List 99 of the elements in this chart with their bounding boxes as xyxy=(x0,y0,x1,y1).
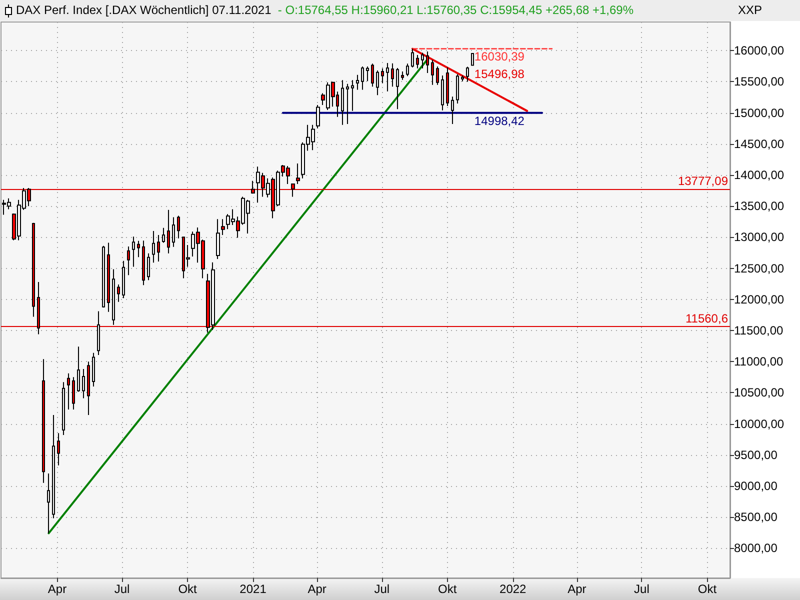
x-tick-label: Jul xyxy=(114,582,130,596)
candlestick xyxy=(456,74,459,104)
candlestick xyxy=(461,74,464,82)
candlestick xyxy=(426,51,429,74)
candlestick xyxy=(406,63,409,77)
y-tick-label: 11500,00 xyxy=(734,323,784,338)
candlestick xyxy=(356,74,359,90)
candlestick xyxy=(62,382,65,436)
candlestick xyxy=(396,68,399,110)
candlestick xyxy=(251,180,255,194)
candlestick xyxy=(351,80,354,112)
y-tick-label: 10000,00 xyxy=(734,416,784,431)
candlestick xyxy=(441,74,444,111)
candlestick xyxy=(172,216,175,248)
y-tick-label: 11000,00 xyxy=(734,354,784,369)
y-axis-title: XXP xyxy=(738,3,762,17)
candlestick xyxy=(416,54,419,69)
x-tick-label: 2021 xyxy=(240,582,267,596)
candlestick xyxy=(376,70,379,96)
x-tick-label: 2022 xyxy=(500,582,527,596)
candlestick xyxy=(316,104,320,129)
candlestick xyxy=(102,245,105,308)
x-tick-label: Apr xyxy=(308,582,326,596)
candlestick xyxy=(57,432,60,466)
candlestick xyxy=(32,222,35,318)
y-tick-label: 8000,00 xyxy=(734,541,778,556)
y-tick-label: 8500,00 xyxy=(734,510,778,524)
candlestick xyxy=(47,473,50,534)
y-tick-label: 12000,00 xyxy=(734,292,784,306)
candlestick xyxy=(82,368,85,399)
candlestick xyxy=(77,346,80,392)
x-tick-label: Okt xyxy=(438,582,458,596)
candlestick xyxy=(371,63,374,88)
y-tick-label: 9000,00 xyxy=(734,478,778,493)
candlestick xyxy=(216,218,220,260)
ref-line-label: 11560,6 xyxy=(686,312,728,326)
x-tick-label: Okt xyxy=(698,582,718,596)
candlestick xyxy=(97,310,100,356)
candlestick xyxy=(122,260,125,299)
candlestick xyxy=(411,48,414,68)
candlestick xyxy=(52,414,55,519)
candlestick xyxy=(451,96,454,124)
y-tick-label: 15000,00 xyxy=(734,106,784,120)
candlestick xyxy=(346,83,349,124)
candlestick xyxy=(421,52,424,69)
candlestick xyxy=(291,183,295,198)
y-tick-label: 14500,00 xyxy=(734,136,784,151)
candlestick xyxy=(112,268,115,326)
y-tick-label: 10500,00 xyxy=(734,386,784,400)
candlestick xyxy=(107,242,110,312)
candlestick xyxy=(296,162,300,185)
y-tick-label: 15500,00 xyxy=(734,74,784,89)
candlestick xyxy=(381,68,384,84)
x-tick-label: Jul xyxy=(634,582,650,596)
candlestick xyxy=(341,80,344,126)
candlestick xyxy=(37,281,40,335)
candlestick xyxy=(117,284,120,302)
ref-line-label: 13777,09 xyxy=(678,174,728,188)
y-tick-label: 13500,00 xyxy=(734,199,784,214)
y-tick-label: 16000,00 xyxy=(734,44,784,58)
candlestick xyxy=(137,240,140,258)
chart-title: DAX Perf. Index [.DAX Wöchentlich] 07.11.2021 xyxy=(16,3,272,17)
candlestick xyxy=(152,230,155,264)
annotation: 16030,39 xyxy=(474,50,525,64)
candlestick xyxy=(436,66,439,86)
x-tick-label: Apr xyxy=(568,582,586,596)
x-tick-label: Okt xyxy=(178,582,198,596)
candlestick xyxy=(401,70,404,80)
candlestick xyxy=(67,372,70,410)
candlestick xyxy=(167,209,170,254)
candlestick xyxy=(92,352,95,387)
candlestick xyxy=(466,66,469,82)
candlestick xyxy=(177,215,180,239)
candlestick xyxy=(147,252,150,281)
y-tick-label: 14000,00 xyxy=(734,168,784,182)
candlestick xyxy=(162,227,165,244)
candlestick xyxy=(132,236,135,268)
candlestick xyxy=(42,358,45,484)
candlestick xyxy=(127,246,130,276)
candlestick xyxy=(142,240,145,286)
candlestick xyxy=(72,376,75,410)
candlestick xyxy=(366,66,369,82)
x-tick-label: Jul xyxy=(374,582,390,596)
y-tick-label: 13000,00 xyxy=(734,230,784,244)
candlestick xyxy=(361,66,364,90)
candlestick xyxy=(391,62,394,88)
candlestick xyxy=(431,59,434,86)
candlestick xyxy=(471,52,474,66)
candlestick xyxy=(446,66,449,106)
chart-subtitle: - O:15764,55 H:15960,21 L:15760,35 C:15954,45 +265,68 +1,69% xyxy=(278,3,634,17)
y-tick-label: 9500,00 xyxy=(734,448,778,462)
candlestick xyxy=(87,361,90,416)
x-tick-label: Apr xyxy=(48,582,67,596)
y-tick-label: 12500,00 xyxy=(734,261,784,276)
annotation: 14998,42 xyxy=(474,114,525,128)
candlestick xyxy=(157,234,160,262)
candlestick xyxy=(386,62,389,92)
annotation: 15496,98 xyxy=(474,66,525,81)
candlestick xyxy=(221,218,225,236)
